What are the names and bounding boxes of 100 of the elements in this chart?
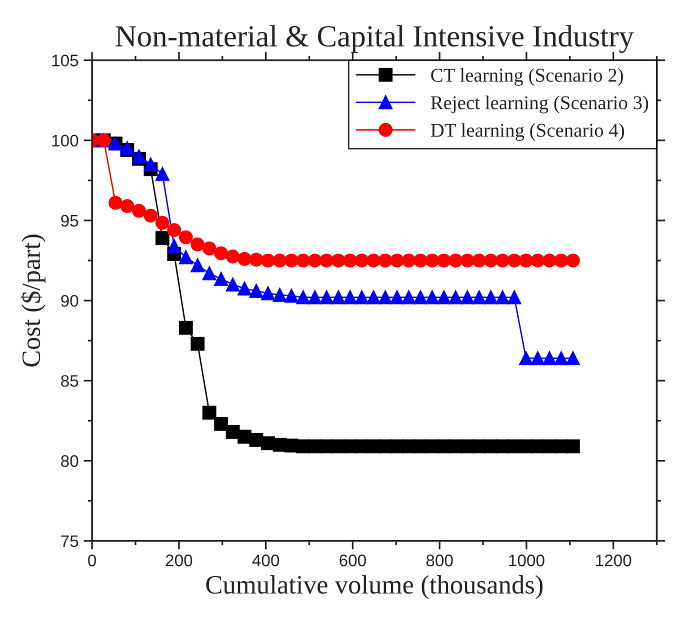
- point: [226, 250, 240, 264]
- point: [496, 254, 510, 268]
- y-tick-label: 85: [61, 375, 78, 387]
- point: [530, 254, 545, 268]
- point: [261, 436, 275, 450]
- point: [448, 290, 463, 304]
- point: [554, 254, 568, 268]
- point: [507, 290, 522, 304]
- x-tick-label: 800: [426, 554, 453, 566]
- point: [272, 254, 287, 268]
- y-tick-label: 100: [52, 134, 78, 147]
- point: [378, 290, 392, 304]
- point: [436, 254, 451, 268]
- point: [460, 254, 474, 268]
- point: [202, 242, 216, 256]
- point: [238, 282, 252, 296]
- point: [436, 290, 451, 304]
- x-tick-label: 1000: [509, 554, 544, 566]
- point: [542, 254, 556, 268]
- point: [566, 351, 580, 366]
- point: [519, 351, 533, 366]
- point: [484, 290, 498, 304]
- point: [249, 252, 264, 267]
- point: [249, 284, 264, 298]
- point: [155, 231, 170, 246]
- point: [414, 254, 428, 268]
- x-tick-label: 0: [88, 554, 96, 566]
- point: [155, 167, 170, 181]
- point: [320, 290, 334, 304]
- point: [308, 290, 322, 304]
- point: [331, 254, 346, 268]
- point: [214, 246, 228, 260]
- point: [284, 254, 298, 268]
- y-tick-label: 75: [61, 535, 78, 548]
- point: [296, 254, 310, 268]
- point: [144, 157, 158, 172]
- point: [378, 254, 392, 268]
- point: [519, 254, 533, 268]
- point: [261, 254, 275, 268]
- point: [460, 290, 474, 304]
- point: [108, 196, 122, 210]
- point: [542, 351, 556, 366]
- x-tick-label: 200: [166, 554, 192, 566]
- point: [261, 286, 275, 300]
- point: [214, 272, 228, 286]
- point: [402, 254, 416, 268]
- point: [202, 406, 216, 420]
- point: [402, 290, 416, 304]
- point: [343, 254, 358, 268]
- legend-label: CT learning (Scenario 2): [431, 68, 623, 86]
- point: [167, 223, 182, 238]
- point: [425, 254, 440, 268]
- point: [214, 416, 228, 431]
- chart-title: Non-material & Capital Intensive Industry: [116, 25, 634, 53]
- y-tick-label: 90: [61, 294, 78, 307]
- point: [566, 254, 580, 268]
- x-tick-label: 400: [252, 554, 280, 566]
- point: [167, 239, 182, 254]
- legend-label: DT learning (Scenario 4): [430, 123, 624, 141]
- x-axis-title: Cumulative volume (thousands): [206, 575, 543, 600]
- point: [331, 290, 346, 304]
- point: [390, 254, 404, 268]
- point: [554, 351, 568, 366]
- point: [284, 288, 298, 303]
- point: [472, 254, 486, 268]
- point: [354, 254, 369, 268]
- x-tick-label: 1200: [596, 554, 632, 566]
- point: [320, 254, 334, 268]
- x-tick-label: 600: [340, 554, 366, 566]
- point: [354, 290, 369, 304]
- point: [390, 290, 404, 304]
- point: [308, 254, 322, 268]
- y-tick-label: 80: [61, 455, 78, 467]
- point: [296, 290, 310, 304]
- point: [178, 230, 193, 244]
- point: [144, 208, 158, 223]
- point: [132, 204, 146, 218]
- point: [484, 254, 498, 268]
- point: [366, 290, 380, 304]
- point: [155, 216, 170, 230]
- point: [132, 149, 146, 164]
- point: [190, 238, 205, 252]
- point: [343, 290, 358, 304]
- y-tick-label: 105: [52, 54, 78, 66]
- point: [190, 336, 205, 351]
- point: [566, 439, 580, 454]
- point: [507, 254, 522, 268]
- point: [238, 252, 252, 266]
- point: [178, 320, 193, 335]
- point: [496, 290, 510, 304]
- point: [414, 290, 428, 304]
- point: [190, 258, 205, 272]
- point: [178, 250, 193, 264]
- legend-label: Reject learning (Scenario 3): [430, 96, 648, 114]
- point: [120, 199, 134, 213]
- point: [226, 425, 240, 439]
- y-axis-title: Cost ($/part): [20, 234, 46, 367]
- point: [425, 290, 440, 304]
- point: [202, 266, 216, 280]
- point: [366, 254, 380, 268]
